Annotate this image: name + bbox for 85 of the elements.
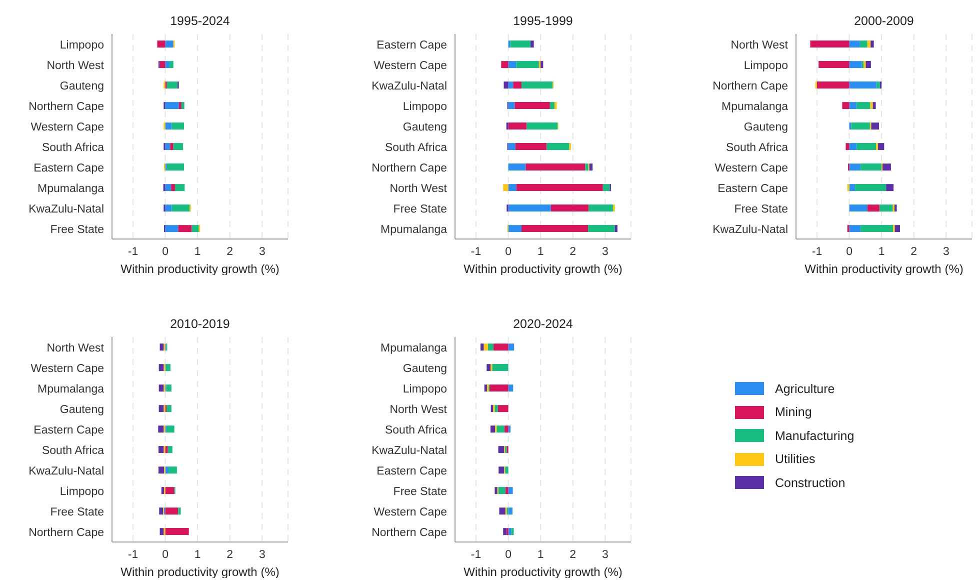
y-tick-label: Limpopo [60,39,104,52]
x-tick-label: 3 [602,246,608,258]
y-tick-label: Northern Cape [372,526,447,539]
y-tick-label: Northern Cape [372,162,447,174]
y-tick-label: Free State [50,224,104,236]
y-tick-label: Free State [50,506,104,518]
y-tick-label: Free State [734,203,788,216]
y-tick-label: Gauteng [402,121,447,134]
x-tick-label: -1 [470,549,482,562]
y-tick-label: Mpumalanga [722,100,789,113]
y-tick-label: Mpumalanga [380,224,448,236]
y-tick-label: Eastern Cape [34,162,104,174]
y-tick-label: Western Cape [30,121,104,134]
x-tick-label: 1 [537,549,544,562]
y-tick-label: North West [46,60,105,72]
x-tick-label: 2 [570,549,576,562]
y-tick-label: Limpopo [60,486,104,498]
y-tick-label: KwaZulu-Natal [28,203,104,216]
y-tick-label: North West [46,342,105,354]
chart-title: 2000-2009 [853,14,915,28]
legend-label: Construction [775,476,846,490]
y-tick-label: South Africa [42,444,105,457]
y-tick-label: South Africa [726,142,789,154]
y-tick-label: South Africa [384,142,448,154]
x-tick-label: 1 [878,246,885,258]
x-tick-label: 3 [258,246,266,258]
x-tick-label: 1 [194,549,201,562]
y-tick-label: Eastern Cape [376,465,447,478]
chart-title: 1995-2024 [169,14,231,28]
x-tick-label: -1 [470,246,482,258]
x-tick-label: 1 [537,246,544,258]
y-tick-label: Eastern Cape [376,39,447,52]
x-tick-label: 0 [505,246,512,258]
x-tick-label: -1 [128,246,138,258]
y-tick-label: South Africa [384,424,448,436]
y-tick-label: North West [730,39,789,52]
y-tick-label: Gauteng [60,80,104,92]
x-tick-label: -1 [812,246,822,258]
x-tick-label: 0 [162,549,168,562]
y-tick-label: North West [390,404,448,416]
chart-title: 2020-2024 [512,317,574,331]
x-tick-label: 1 [194,246,201,258]
y-tick-label: Gauteng [402,362,447,375]
y-tick-label: KwaZulu-Natal [28,465,104,478]
legend-label: Mining [775,405,812,420]
y-tick-label: Mpumalanga [38,182,105,195]
y-tick-label: Eastern Cape [718,182,788,195]
chart-title: 1995-1999 [512,14,574,28]
y-tick-label: Western Cape [30,362,104,375]
x-tick-label: 0 [846,246,852,258]
y-tick-label: Western Cape [374,506,447,518]
y-tick-label: Limpopo [744,60,788,72]
x-tick-label: 0 [505,549,512,562]
legend-label: Manufacturing [775,428,854,443]
x-tick-label: 2 [570,246,576,258]
x-tick-label: 3 [942,246,950,258]
y-tick-label: KwaZulu-Natal [712,224,788,236]
chart-title: 2010-2019 [169,317,231,331]
y-tick-label: Northern Cape [712,80,788,92]
x-tick-label: 0 [162,246,168,258]
y-tick-label: Free State [393,486,447,498]
y-tick-label: Northern Cape [28,526,104,539]
y-tick-label: Mpumalanga [38,383,105,396]
y-tick-label: Eastern Cape [34,424,104,436]
x-tick-label: 2 [226,246,234,258]
y-tick-label: Northern Cape [28,100,104,113]
legend-label: Agriculture [775,382,835,396]
x-tick-label: 3 [258,549,266,562]
y-tick-label: Gauteng [60,404,104,416]
y-tick-label: Western Cape [374,60,447,72]
legend-label: Utilities [775,452,816,466]
y-tick-label: Limpopo [402,100,447,113]
x-tick-label: 2 [910,246,918,258]
y-tick-label: Mpumalanga [380,342,448,354]
y-tick-label: South Africa [42,142,105,154]
y-tick-label: KwaZulu-Natal [372,80,447,92]
y-tick-label: North West [390,182,448,195]
y-tick-label: Free State [393,203,447,216]
y-tick-label: KwaZulu-Natal [372,444,447,457]
y-tick-label: Gauteng [744,121,788,134]
x-tick-label: 3 [602,549,608,562]
x-tick-label: -1 [128,549,138,562]
y-tick-label: Limpopo [402,383,447,396]
x-tick-label: 2 [226,549,234,562]
y-tick-label: Western Cape [714,162,788,174]
